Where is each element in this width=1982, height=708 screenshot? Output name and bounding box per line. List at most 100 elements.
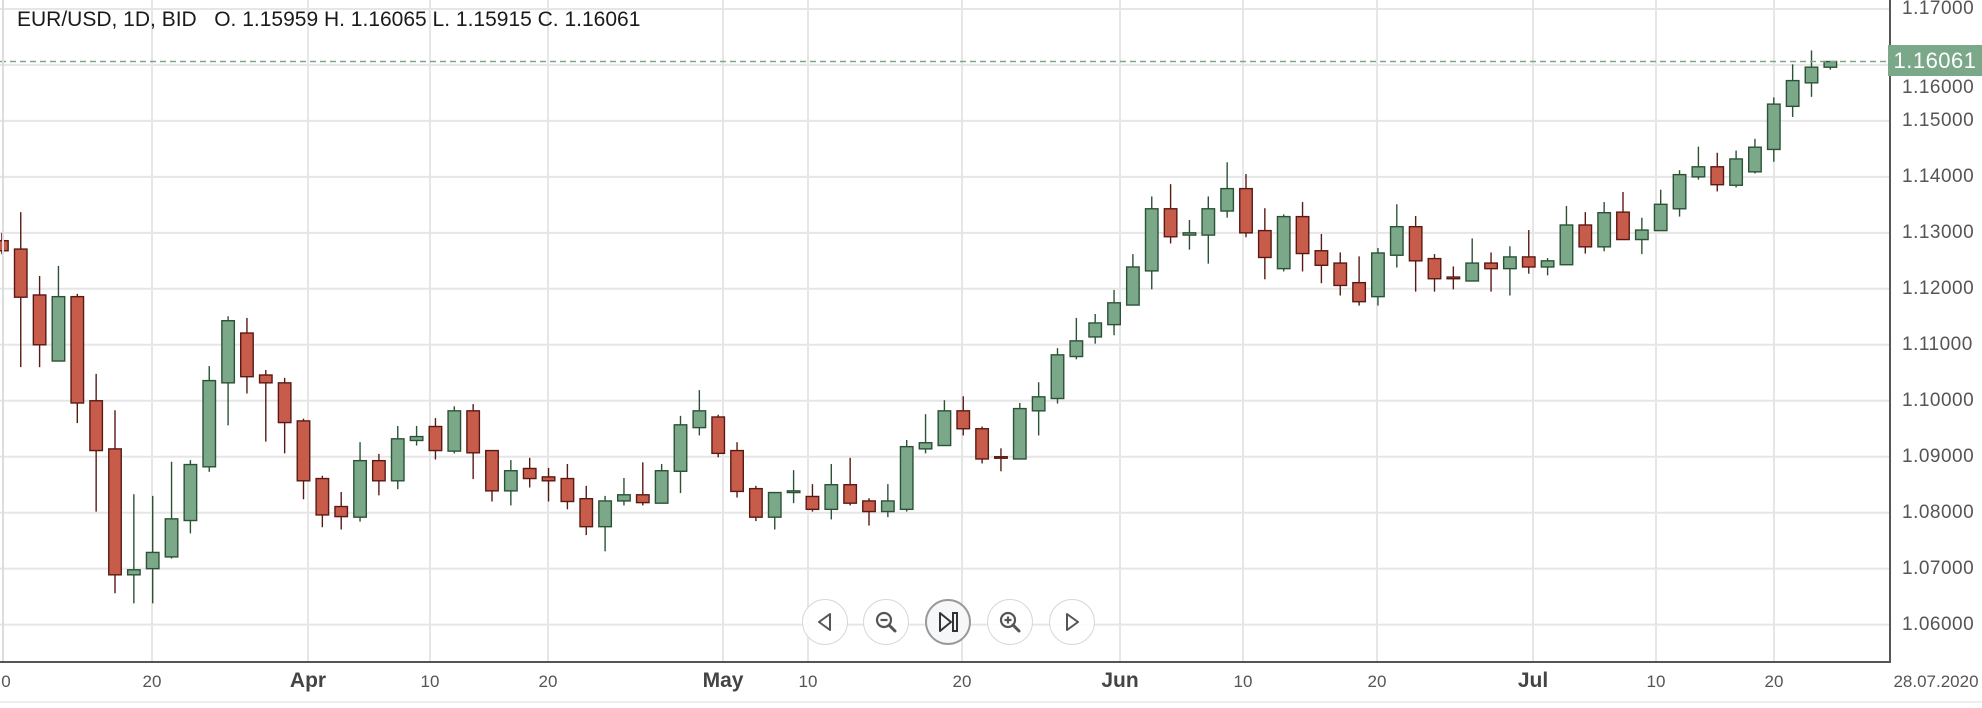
ohlc-values: O. 1.15959 H. 1.16065 L. 1.15915 C. 1.16…: [214, 8, 641, 31]
candle-body: [126, 569, 141, 576]
candle-up: [1766, 97, 1781, 162]
candle-body: [937, 410, 952, 447]
candle-body: [711, 416, 726, 455]
candle-body: [89, 400, 104, 452]
candle-up: [1502, 246, 1517, 296]
candle-body: [108, 448, 122, 576]
candle-down: [239, 317, 254, 394]
candle-up: [598, 495, 613, 552]
price-tick-label: 1.16000: [1902, 77, 1975, 98]
candle-down: [32, 275, 47, 368]
candle-body: [598, 500, 613, 528]
time-tick-label: 20: [1367, 672, 1387, 691]
candle-up: [1672, 170, 1687, 217]
price-tick-label: 1.12000: [1902, 277, 1975, 299]
candle-body: [1182, 232, 1197, 236]
candle-body: [1578, 224, 1593, 248]
candle-body: [183, 463, 198, 522]
candle-body: [899, 445, 914, 511]
candle-up: [1634, 217, 1649, 255]
candle-up: [1050, 348, 1065, 404]
candle-up: [353, 442, 367, 522]
price-tick-label: 1.08000: [1902, 501, 1975, 523]
candle-body: [692, 410, 707, 429]
candle-up: [1823, 60, 1838, 70]
candle-down: [805, 484, 820, 512]
candle-down: [296, 418, 311, 500]
candle-up: [221, 316, 236, 426]
candle-body: [202, 379, 217, 468]
candle-body: [239, 332, 254, 378]
candle-up: [692, 390, 707, 436]
candle-body: [1050, 354, 1065, 400]
price-tick-label: 1.09000: [1902, 445, 1975, 467]
candle-down: [560, 464, 575, 510]
reset-to-latest-button[interactable]: [925, 599, 971, 645]
candle-body: [730, 449, 744, 493]
candle-down: [579, 485, 594, 536]
candle-up: [1465, 238, 1480, 282]
candle-down: [466, 404, 481, 480]
candle-body: [0, 239, 9, 252]
scroll-right-button[interactable]: [1049, 599, 1095, 645]
candle-body: [975, 428, 990, 460]
candle-body: [654, 470, 669, 504]
zoom-out-button[interactable]: [863, 599, 909, 645]
candle-up: [1220, 162, 1235, 218]
candle-body: [1144, 208, 1159, 272]
candle-up: [880, 484, 895, 518]
candle-up: [786, 470, 801, 504]
candle-body: [1559, 224, 1574, 266]
candle-down: [13, 212, 28, 368]
candle-up: [1389, 204, 1404, 268]
zoom-out-icon: [875, 611, 897, 633]
candle-up: [918, 414, 933, 454]
candle-body: [1295, 215, 1310, 255]
grid: [0, 0, 1891, 662]
candle-up: [503, 460, 518, 506]
candle-up: [1729, 150, 1744, 188]
candle-body: [1465, 262, 1480, 282]
time-tick-label: 10: [420, 672, 440, 691]
price-axis[interactable]: 1.17000 1.16000 1.15000 1.14000 1.13000 1.120…: [1892, 0, 1982, 663]
candle-up: [1540, 258, 1555, 276]
triangle-right-icon: [1066, 613, 1079, 631]
candle-body: [1125, 266, 1140, 306]
time-tick-label: Apr: [289, 669, 327, 692]
candle-up: [202, 366, 217, 472]
time-tick-label: 0: [1, 672, 11, 691]
candle-up: [937, 400, 952, 447]
candle-body: [1729, 158, 1744, 186]
symbol-title: EUR/USD, 1D, BID: [17, 8, 197, 31]
candle-body: [862, 500, 876, 513]
candle-down: [428, 418, 443, 460]
candle-up: [183, 460, 198, 534]
candle-down: [1239, 174, 1253, 238]
candle-up: [1125, 254, 1140, 306]
zoom-in-icon: [999, 611, 1021, 633]
candle-body: [786, 490, 801, 494]
candle-body: [1352, 281, 1367, 303]
last-price-label: 1.16061: [1888, 45, 1982, 76]
candle-up: [1201, 196, 1216, 264]
candle-body: [32, 294, 47, 346]
candle-down: [1352, 256, 1367, 306]
candle-body: [579, 498, 594, 528]
candle-down: [748, 485, 763, 522]
candle-body: [1239, 187, 1253, 234]
candle-body: [371, 459, 386, 482]
candlestick-chart[interactable]: [0, 0, 1891, 663]
candle-down: [277, 377, 292, 454]
candle-body: [466, 410, 481, 454]
scroll-left-button[interactable]: [802, 599, 848, 645]
zoom-in-button[interactable]: [987, 599, 1033, 645]
candle-up: [1559, 205, 1574, 266]
candle-up: [409, 425, 424, 446]
time-tick-label: 20: [952, 672, 972, 691]
candle-down: [862, 498, 876, 526]
candle-body: [1672, 173, 1687, 210]
candle-down: [956, 396, 971, 436]
candle-up: [1691, 146, 1706, 180]
candle-body: [1446, 276, 1461, 280]
candle-up: [1182, 219, 1197, 250]
